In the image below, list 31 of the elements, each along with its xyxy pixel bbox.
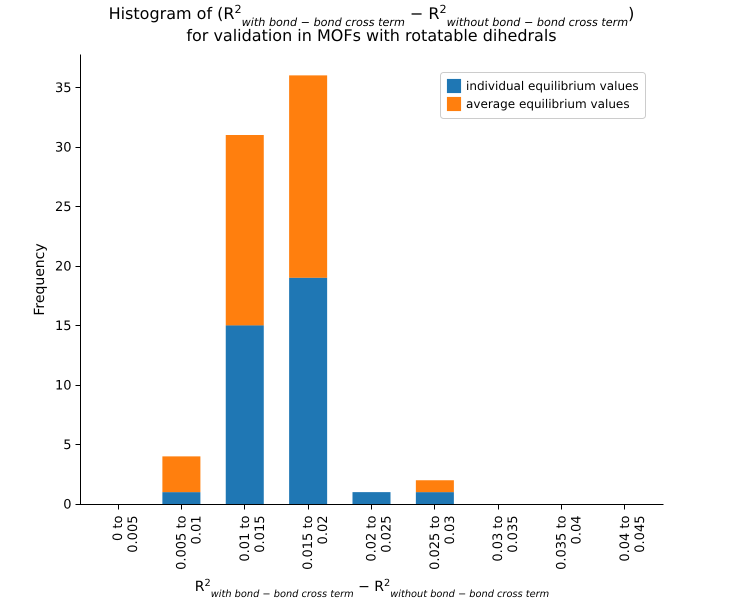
- x-tick-label: 0.01 to 0.015: [238, 515, 268, 562]
- x-tick-label: 0.02 to 0.025: [364, 515, 394, 562]
- y-tick-label: 25: [54, 200, 72, 215]
- x-tick-label: 0.035 to 0.04: [554, 515, 585, 570]
- y-tick-label: 20: [54, 259, 72, 274]
- bar: [226, 134, 264, 326]
- x-tick-label: 0.025 to 0.03: [428, 515, 458, 570]
- legend-label: individual equilibrium values: [466, 79, 639, 93]
- x-tick-label: 0.005 to 0.01: [174, 515, 204, 570]
- x-tick-label: 0.03 to 0.035: [491, 515, 522, 562]
- bar: [352, 492, 391, 504]
- y-tick-label: 10: [54, 378, 72, 394]
- y-axis-title: Frequency: [32, 243, 48, 316]
- bar: [162, 456, 200, 492]
- bar: [226, 325, 264, 504]
- bar: [289, 278, 328, 504]
- bar: [162, 492, 200, 504]
- y-tick-label: 30: [54, 140, 72, 156]
- y-tick-label: 35: [54, 80, 72, 96]
- y-tick-label: 5: [63, 438, 72, 453]
- bar: [289, 75, 328, 278]
- text: for validation in MOFs with rotatable dihedrals: [186, 26, 557, 45]
- legend-label: average equilibrium values: [466, 97, 630, 111]
- x-tick-label: 0 to 0.005: [111, 515, 142, 553]
- x-tick-label: 0.04 to 0.045: [618, 515, 648, 562]
- y-tick-label: 0: [63, 498, 72, 512]
- text: Histogram of (R$^{2}$$_{with bond − bond cross term}$ − R$^{2}$$_{without bond − bond cross term}$): [108, 2, 634, 28]
- bar: [416, 492, 454, 504]
- y-tick-label: 15: [54, 318, 72, 334]
- x-tick-label: 0.015 to 0.02: [301, 515, 332, 570]
- bar: [416, 480, 454, 492]
